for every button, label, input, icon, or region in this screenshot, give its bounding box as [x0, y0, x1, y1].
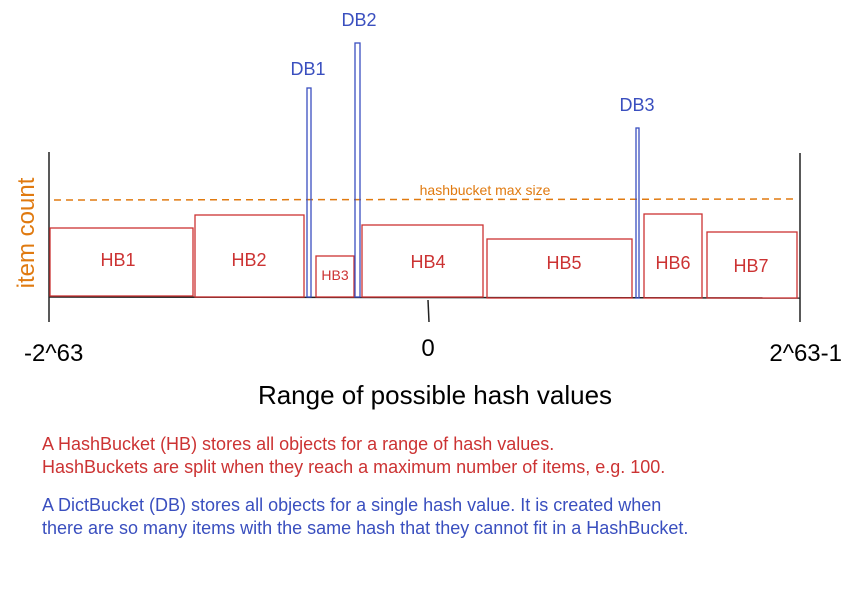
dict-bucket-bar	[354, 42, 361, 298]
dictbucket-note: A DictBucket (DB) stores all objects for…	[42, 494, 688, 540]
x-axis-title: Range of possible hash values	[258, 380, 612, 410]
hash-bucket-rect	[361, 224, 484, 298]
dict-bucket-db2: DB2	[341, 10, 377, 298]
x-tick-min: -2^63	[24, 340, 83, 367]
hash-bucket-hb2: HB2	[194, 214, 305, 298]
dict-bucket-group: DB1 DB2 DB3	[290, 10, 655, 299]
hash-bucket-hb7: HB7	[706, 231, 798, 299]
hash-bucket-label: HB5	[546, 253, 581, 273]
hash-bucket-rect	[486, 238, 633, 299]
hash-bucket-hb3: HB3	[315, 255, 355, 298]
hash-bucket-label: HB1	[100, 250, 135, 270]
max-size-threshold-line	[53, 198, 799, 201]
center-axis-tick	[427, 299, 430, 323]
hash-bucket-label: HB3	[321, 267, 348, 283]
dict-bucket-label: DB3	[619, 95, 654, 115]
hash-bucket-hb1: HB1	[49, 227, 194, 297]
dict-bucket-db1: DB1	[290, 59, 326, 298]
hashbucket-note-line-2: HashBuckets are split when they reach a …	[42, 457, 666, 477]
hash-bucket-hb5: HB5	[486, 238, 633, 299]
hashbucket-note-line-1: A HashBucket (HB) stores all objects for…	[42, 434, 555, 454]
hash-bucket-hb6: HB6	[643, 213, 703, 299]
dict-bucket-bar	[635, 127, 640, 299]
hashbucket-note: A HashBucket (HB) stores all objects for…	[42, 433, 665, 479]
hash-bucket-rect	[706, 231, 798, 299]
hash-bucket-label: HB6	[655, 253, 690, 273]
hash-bucket-label: HB2	[231, 250, 266, 270]
hash-bucket-hb4: HB4	[361, 224, 484, 298]
hash-bucket-label: HB7	[733, 256, 768, 276]
hash-bucket-label: HB4	[410, 252, 445, 272]
dict-bucket-label: DB1	[290, 59, 325, 79]
y-axis-label: item count	[13, 177, 40, 288]
hash-bucket-rect	[194, 214, 305, 298]
dict-bucket-bar	[306, 87, 312, 298]
hash-bucket-rect	[643, 213, 703, 299]
x-tick-zero: 0	[421, 335, 434, 362]
threshold-label: hashbucket max size	[420, 182, 551, 198]
hash-bucket-rect	[315, 255, 355, 298]
hash-bucket-group: HB1 HB2 HB3 HB4 HB5 HB6 HB7	[49, 213, 798, 299]
dict-bucket-label: DB2	[341, 10, 376, 30]
dictbucket-note-line-1: A DictBucket (DB) stores all objects for…	[42, 495, 662, 515]
x-tick-max: 2^63-1	[769, 340, 842, 367]
dictbucket-note-line-2: there are so many items with the same ha…	[42, 518, 689, 538]
dict-bucket-db3: DB3	[619, 95, 655, 299]
hash-bucket-rect	[49, 227, 194, 297]
